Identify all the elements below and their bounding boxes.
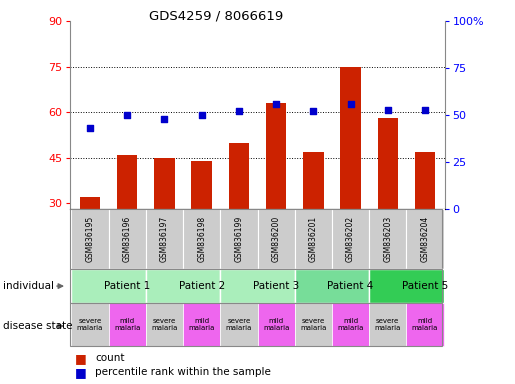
Text: Patient 4: Patient 4 (328, 281, 374, 291)
Text: mild
malaria: mild malaria (412, 318, 438, 331)
Bar (332, 209, 369, 269)
Text: severe
malaria: severe malaria (374, 318, 401, 331)
Bar (415, 152, 435, 294)
Text: Patient 1: Patient 1 (104, 281, 150, 291)
Point (421, 106, 429, 113)
Text: GSM836200: GSM836200 (271, 216, 281, 262)
Bar (377, 118, 398, 294)
Point (160, 116, 168, 122)
Text: Patient 3: Patient 3 (253, 281, 299, 291)
Bar (117, 155, 138, 294)
Bar (295, 303, 332, 346)
Point (384, 106, 392, 113)
Bar (109, 303, 146, 346)
Text: GSM836198: GSM836198 (197, 216, 206, 262)
Bar (406, 303, 443, 346)
Point (272, 101, 280, 107)
Text: individual: individual (3, 281, 54, 291)
Text: Patient 2: Patient 2 (179, 281, 225, 291)
Bar (369, 209, 406, 269)
Point (198, 112, 206, 118)
Text: ■: ■ (75, 366, 87, 379)
Text: count: count (95, 353, 125, 363)
Bar (258, 303, 295, 346)
Text: severe
malaria: severe malaria (300, 318, 327, 331)
Point (309, 108, 317, 114)
Text: GSM836202: GSM836202 (346, 216, 355, 262)
Bar (80, 197, 100, 294)
Text: GSM836197: GSM836197 (160, 216, 169, 262)
Bar (295, 209, 332, 269)
Point (347, 101, 355, 107)
Text: disease state: disease state (3, 321, 72, 331)
Bar (369, 269, 443, 303)
Bar (220, 303, 258, 346)
Text: mild
malaria: mild malaria (263, 318, 289, 331)
Text: GSM836203: GSM836203 (383, 216, 392, 262)
Bar (183, 209, 220, 269)
Bar (72, 269, 146, 303)
Text: severe
malaria: severe malaria (151, 318, 178, 331)
Bar (266, 103, 286, 294)
Bar (183, 303, 220, 346)
Text: mild
malaria: mild malaria (188, 318, 215, 331)
Bar (303, 152, 323, 294)
Point (235, 108, 243, 114)
Point (86, 125, 94, 131)
Bar (229, 142, 249, 294)
Bar (258, 209, 295, 269)
Bar (369, 303, 406, 346)
Text: mild
malaria: mild malaria (114, 318, 141, 331)
Point (123, 112, 131, 118)
Bar (154, 158, 175, 294)
Text: GDS4259 / 8066619: GDS4259 / 8066619 (149, 10, 283, 23)
Bar (146, 209, 183, 269)
Bar (406, 209, 443, 269)
Text: severe
malaria: severe malaria (77, 318, 103, 331)
Bar (146, 303, 183, 346)
Bar (72, 303, 109, 346)
Bar (332, 303, 369, 346)
Bar (146, 269, 220, 303)
Bar (220, 209, 258, 269)
Bar (192, 161, 212, 294)
Text: GSM836199: GSM836199 (234, 216, 244, 262)
Text: mild
malaria: mild malaria (337, 318, 364, 331)
Bar (295, 269, 369, 303)
Text: Patient 5: Patient 5 (402, 281, 448, 291)
Text: severe
malaria: severe malaria (226, 318, 252, 331)
Text: GSM836196: GSM836196 (123, 216, 132, 262)
Bar (109, 209, 146, 269)
Bar (340, 67, 361, 294)
Text: percentile rank within the sample: percentile rank within the sample (95, 367, 271, 377)
Text: GSM836204: GSM836204 (421, 216, 430, 262)
Text: ■: ■ (75, 352, 87, 365)
Bar (72, 209, 109, 269)
Text: GSM836201: GSM836201 (309, 216, 318, 262)
Text: GSM836195: GSM836195 (85, 216, 94, 262)
Bar (220, 269, 295, 303)
